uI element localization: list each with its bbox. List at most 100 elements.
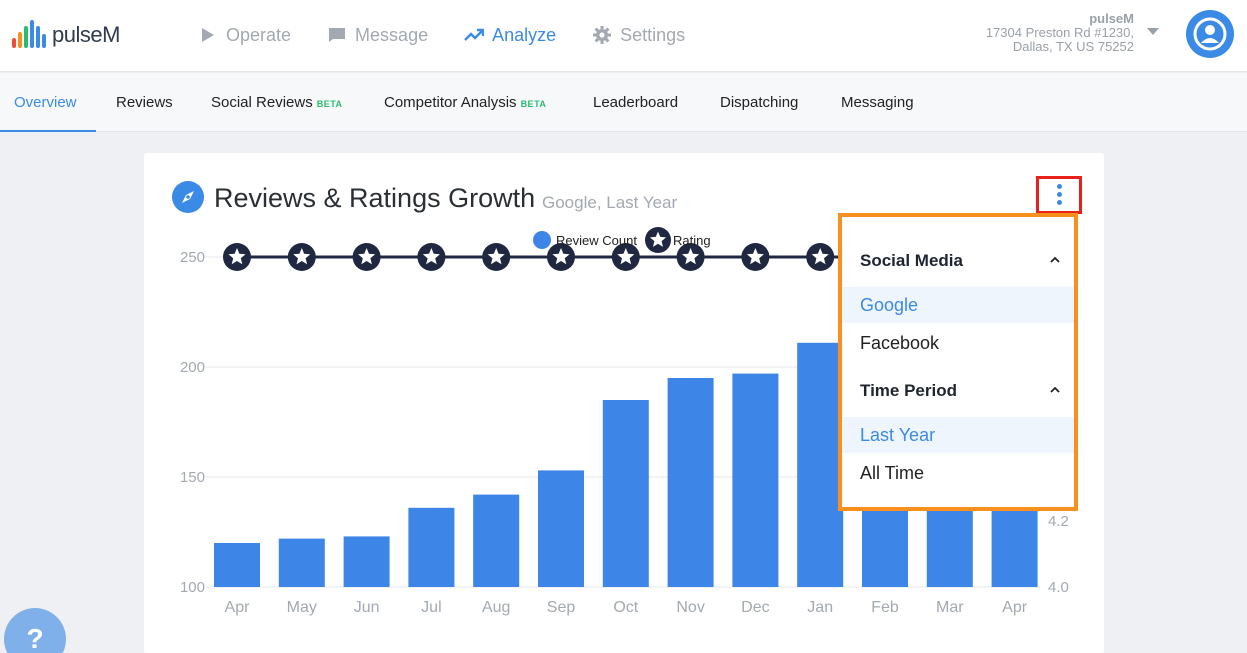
x-tick-label: Nov xyxy=(676,599,704,616)
logo-bar xyxy=(42,34,46,48)
option-label: Facebook xyxy=(860,333,940,353)
x-tick-label: Jun xyxy=(354,599,380,616)
tab-messaging[interactable]: Messaging xyxy=(841,73,914,132)
tab-label: Competitor Analysis xyxy=(384,94,517,111)
tab-dispatching[interactable]: Dispatching xyxy=(720,73,798,132)
nav-message[interactable]: Message xyxy=(327,22,428,48)
chart-bar xyxy=(278,538,325,587)
chevron-up-icon xyxy=(1050,256,1060,263)
tab-reviews[interactable]: Reviews xyxy=(116,73,173,132)
y-left-tick-label: 100 xyxy=(180,579,205,596)
kebab-highlight xyxy=(1036,176,1082,214)
star-icon xyxy=(649,231,667,247)
card-subtitle: Google, Last Year xyxy=(542,193,678,212)
beta-badge: BETA xyxy=(316,99,343,109)
y-left-tick-label: 150 xyxy=(180,469,205,486)
star-icon xyxy=(811,248,829,265)
chart-bar xyxy=(408,507,455,587)
tab-overview[interactable]: Overview xyxy=(0,73,96,132)
nav-label: Operate xyxy=(226,24,292,45)
account-address-line2: Dallas, TX US 75252 xyxy=(1012,39,1134,54)
trending-up-icon xyxy=(464,25,485,45)
x-tick-label: Oct xyxy=(613,599,638,616)
star-icon xyxy=(293,248,311,265)
beta-badge: BETA xyxy=(520,99,547,109)
tab-label: Leaderboard xyxy=(593,94,679,111)
tab-social-reviews[interactable]: Social Reviews BETA xyxy=(211,73,343,132)
y-right-tick-label: 4.0 xyxy=(1048,579,1069,596)
logo-bar xyxy=(24,26,28,48)
star-icon xyxy=(552,248,570,265)
tab-label: Overview xyxy=(14,94,77,111)
tab-leaderboard[interactable]: Leaderboard xyxy=(593,73,678,132)
x-tick-label: May xyxy=(287,599,317,616)
x-tick-label: Jan xyxy=(807,599,833,616)
x-tick-label: Feb xyxy=(871,599,899,616)
y-left-tick-label: 200 xyxy=(180,359,205,376)
star-icon xyxy=(487,248,505,265)
option-label: Google xyxy=(860,295,919,315)
chart-bar xyxy=(732,373,779,587)
account-name: pulseM xyxy=(1089,11,1134,26)
tab-label: Reviews xyxy=(116,94,173,111)
filter-dropdown: Social Media Google Facebook Time Period… xyxy=(838,213,1078,511)
card-title: Reviews & Ratings Growth xyxy=(214,183,536,213)
logo-bar xyxy=(12,38,16,48)
social-media-header[interactable]: Social Media xyxy=(860,251,1060,275)
chart-bar xyxy=(473,494,520,587)
more-options-icon[interactable] xyxy=(1053,182,1065,210)
y-right-tick-label: 4.2 xyxy=(1048,513,1069,530)
option-label: Last Year xyxy=(860,425,936,445)
x-tick-label: Aug xyxy=(482,599,510,616)
tab-label: Messaging xyxy=(841,94,914,111)
logo-text: pulseM xyxy=(52,22,120,47)
gear-icon xyxy=(592,25,612,45)
option-all-time[interactable]: All Time xyxy=(842,455,1074,491)
x-tick-label: Jul xyxy=(421,599,441,616)
logo-bar xyxy=(36,26,40,48)
help-button[interactable]: ? xyxy=(4,608,66,653)
nav-settings[interactable]: Settings xyxy=(592,22,685,48)
time-period-header[interactable]: Time Period xyxy=(860,381,1060,405)
legend-label: Review Count xyxy=(556,233,637,248)
y-left-tick-label: 250 xyxy=(180,249,205,266)
legend-label: Rating xyxy=(673,233,711,248)
chart-bar xyxy=(214,543,260,587)
account-info[interactable]: pulseM 17304 Preston Rd #1230, Dallas, T… xyxy=(986,12,1134,54)
nav-analyze[interactable]: Analyze xyxy=(464,22,556,48)
top-navbar: pulseM Operate Message Analyze xyxy=(0,0,1247,72)
pulsem-logo[interactable]: pulseM xyxy=(12,16,120,48)
star-icon xyxy=(228,248,246,265)
nav-operate[interactable]: Operate xyxy=(198,22,291,48)
main-nav: Operate Message Analyze xyxy=(198,22,721,48)
chart-bar xyxy=(797,342,844,587)
option-label: All Time xyxy=(860,463,925,483)
nav-label: Analyze xyxy=(492,24,557,45)
nav-label: Settings xyxy=(620,24,686,45)
option-google[interactable]: Google xyxy=(842,287,1074,323)
star-icon xyxy=(746,248,764,265)
chart-bar xyxy=(602,400,649,587)
compass-icon xyxy=(172,181,204,213)
x-tick-label: Dec xyxy=(741,599,769,616)
option-last-year[interactable]: Last Year xyxy=(842,417,1074,453)
message-icon xyxy=(327,25,347,45)
x-tick-label: Sep xyxy=(547,599,576,616)
user-icon xyxy=(1193,17,1227,51)
x-tick-label: Apr xyxy=(225,599,251,616)
chevron-down-icon[interactable] xyxy=(1147,28,1159,35)
account-address-line1: 17304 Preston Rd #1230, xyxy=(985,25,1134,40)
star-icon xyxy=(682,248,700,265)
x-tick-label: Apr xyxy=(1002,599,1028,616)
star-icon xyxy=(617,248,635,265)
tab-competitor-analysis[interactable]: Competitor Analysis BETA xyxy=(384,73,546,132)
star-icon xyxy=(422,248,440,265)
option-facebook[interactable]: Facebook xyxy=(842,325,1074,361)
x-tick-label: Mar xyxy=(936,599,964,616)
section-title: Social Media xyxy=(860,251,963,270)
logo-bar xyxy=(18,32,22,48)
chart-bar xyxy=(343,536,390,587)
avatar[interactable] xyxy=(1186,10,1234,58)
tab-label: Dispatching xyxy=(720,94,799,111)
chart-bar xyxy=(538,470,584,587)
